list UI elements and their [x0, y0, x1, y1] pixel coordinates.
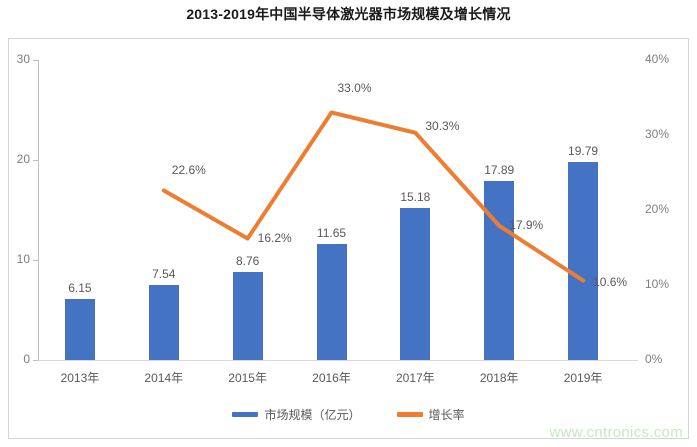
line-value-label: 30.3%	[425, 118, 460, 133]
y-axis-left-label: 30	[16, 52, 30, 66]
page-title: 2013-2019年中国半导体激光器市场规模及增长情况	[186, 6, 511, 22]
y-axis-right-label: 10%	[645, 277, 670, 291]
bar[interactable]	[148, 284, 179, 360]
x-axis-baseline	[38, 360, 638, 361]
y-axis-right-label: 30%	[645, 127, 670, 141]
bar[interactable]	[400, 208, 431, 360]
bar-value-label: 17.89	[484, 163, 515, 178]
bar-value-label: 6.15	[68, 280, 92, 295]
bar-value-label: 15.18	[400, 190, 431, 205]
x-axis-label: 2017年	[395, 371, 435, 385]
y-axis-left-line	[38, 60, 39, 360]
x-axis-label: 2014年	[144, 371, 184, 385]
y-axis-left-label: 10	[16, 252, 30, 266]
line-value-label: 17.9%	[509, 217, 544, 232]
line-value-label: 22.6%	[171, 162, 206, 177]
x-axis-label: 2016年	[312, 371, 351, 385]
y-axis-left-tick	[33, 260, 38, 261]
y-axis-right-label: 20%	[645, 202, 670, 216]
watermark: www.cntronics.com	[549, 424, 683, 441]
legend-label-growth-rate: 增长率	[428, 408, 465, 422]
y-axis-left-tick	[33, 60, 38, 61]
legend-swatch-market-size	[232, 412, 259, 417]
x-axis-label: 2019年	[563, 371, 603, 385]
line-value-label: 16.2%	[257, 230, 292, 245]
y-axis-right-label: 0%	[645, 352, 663, 366]
bar[interactable]	[568, 162, 599, 360]
bar[interactable]	[484, 181, 515, 360]
y-axis-left-tick	[33, 360, 38, 361]
line-value-label: 10.6%	[593, 274, 628, 289]
bar[interactable]	[64, 298, 95, 360]
y-axis-left-tick	[33, 160, 38, 161]
bar-value-label: 8.76	[235, 254, 260, 269]
y-axis-left-label: 20	[16, 152, 30, 166]
legend-label-market-size: 市场规模（亿元）	[264, 408, 361, 422]
x-axis-label: 2018年	[479, 371, 519, 385]
legend-item-market-size[interactable]: 市场规模（亿元）	[232, 406, 361, 423]
chart-legend: 市场规模（亿元） 增长率	[0, 406, 697, 423]
x-axis-label: 2013年	[60, 371, 100, 385]
legend-item-growth-rate[interactable]: 增长率	[396, 406, 465, 423]
bar[interactable]	[232, 272, 263, 360]
bar-value-label: 19.79	[568, 144, 599, 159]
y-axis-left-label: 0	[23, 352, 30, 366]
bar[interactable]	[316, 243, 347, 360]
line-value-label: 33.0%	[337, 80, 372, 95]
legend-swatch-growth-rate	[396, 412, 423, 417]
y-axis-right-label: 40%	[645, 52, 670, 66]
bar-value-label: 11.65	[316, 225, 347, 240]
x-axis-label: 2015年	[228, 371, 267, 385]
bar-value-label: 7.54	[152, 266, 176, 281]
